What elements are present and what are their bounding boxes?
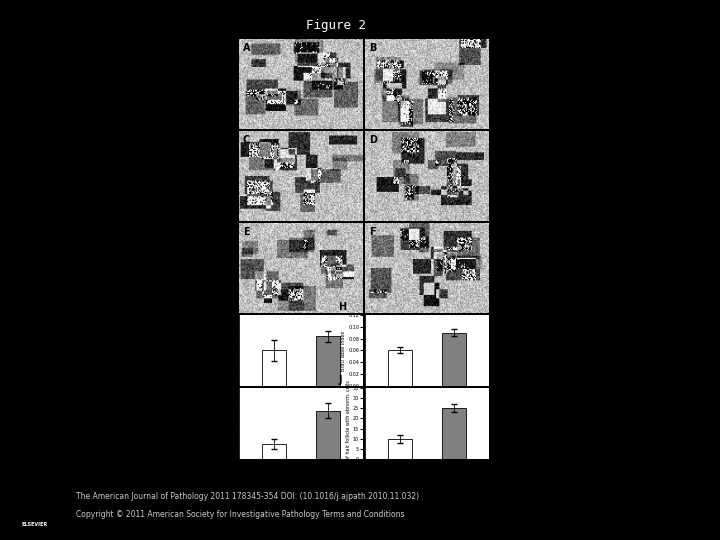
Text: 🌳: 🌳 <box>31 496 37 505</box>
Bar <box>315 336 340 386</box>
Text: E: E <box>243 227 249 238</box>
Y-axis label: % of hair follicle with abnorm. cells: % of hair follicle with abnorm. cells <box>346 381 351 467</box>
Text: F: F <box>369 227 376 238</box>
Bar <box>262 444 286 459</box>
Text: J: J <box>338 375 342 385</box>
Text: Copyright © 2011 American Society for Investigative Pathology Terms and Conditio: Copyright © 2011 American Society for In… <box>76 510 404 519</box>
Bar <box>262 350 286 386</box>
Text: B: B <box>369 43 377 53</box>
Text: ELSEVIER: ELSEVIER <box>21 522 48 528</box>
Bar <box>388 438 413 459</box>
Bar <box>388 350 413 386</box>
Text: The American Journal of Pathology 2011 178345-354 DOI: (10.1016/j.ajpath.2010.11: The American Journal of Pathology 2011 1… <box>76 492 419 502</box>
Bar <box>442 333 466 386</box>
Bar <box>315 411 340 459</box>
Text: Figure 2: Figure 2 <box>306 19 366 32</box>
Text: C: C <box>243 136 250 145</box>
Text: I: I <box>212 375 215 385</box>
Text: G: G <box>212 302 220 312</box>
Y-axis label: # of Cells Per 100 villi: # of Cells Per 100 villi <box>220 323 225 377</box>
Y-axis label: % p16INK4a/CK5 Copos: % p16INK4a/CK5 Copos <box>215 395 220 453</box>
Text: D: D <box>369 136 377 145</box>
Text: H: H <box>338 302 346 312</box>
Y-axis label: BrdU label index: BrdU label index <box>341 330 346 370</box>
Bar <box>442 408 466 459</box>
Text: A: A <box>243 43 251 53</box>
